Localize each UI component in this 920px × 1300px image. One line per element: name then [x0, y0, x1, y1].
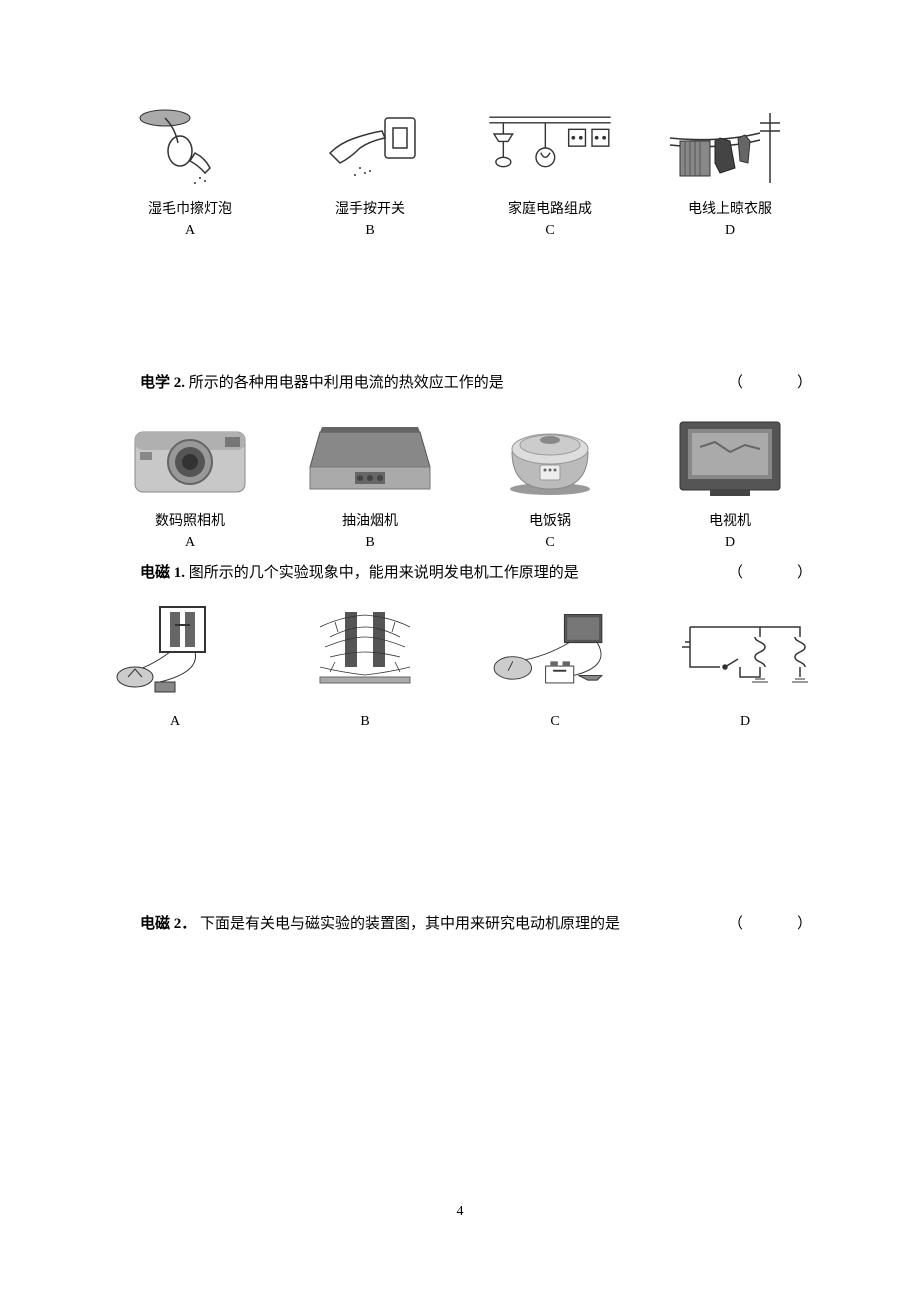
- question-label: 电学 2.: [140, 375, 185, 391]
- question-paren: （ ）: [728, 371, 820, 392]
- caption-text: 湿手按开关: [335, 202, 405, 217]
- caption-text: 电饭锅: [529, 514, 571, 529]
- electromag-caption-d: D: [740, 711, 750, 732]
- appliance-caption-b: 抽油烟机 B: [342, 511, 398, 553]
- wet-switch-image: [300, 100, 440, 195]
- question-label: 电磁 1.: [140, 565, 185, 581]
- camera-image: [120, 407, 260, 507]
- caption-letter: B: [365, 223, 374, 238]
- question-text: 下面是有关电与磁实验的装置图，其中用来研究电动机原理的是: [200, 916, 620, 932]
- caption-letter: D: [725, 223, 735, 238]
- caption-b: 湿手按开关 B: [335, 199, 405, 241]
- caption-letter: A: [185, 535, 195, 550]
- electromag-b: B: [270, 597, 460, 732]
- image-item-a: 湿毛巾擦灯泡 A: [100, 100, 280, 241]
- hood-image: [300, 407, 440, 507]
- page-number: 4: [457, 1204, 464, 1220]
- electromag-d: D: [650, 597, 840, 732]
- caption-text: 电线上晾衣服: [688, 202, 772, 217]
- appliance-caption-a: 数码照相机 A: [155, 511, 225, 553]
- question-paren: （ ）: [728, 561, 820, 582]
- lamp-wipe-image: [120, 100, 260, 195]
- image-item-d: 电线上晾衣服 D: [640, 100, 820, 241]
- question-label: 电磁 2．: [140, 916, 196, 932]
- ricecooker-image: [480, 407, 620, 507]
- caption-letter: C: [545, 535, 554, 550]
- caption-text: 湿毛巾擦灯泡: [148, 202, 232, 217]
- appliance-c: 电饭锅 C: [460, 407, 640, 553]
- caption-d: 电线上晾衣服 D: [688, 199, 772, 241]
- caption-text: 抽油烟机: [342, 514, 398, 529]
- caption-letter: C: [550, 714, 559, 729]
- question-text-wrap: 电学 2. 所示的各种用电器中利用电流的热效应工作的是: [140, 371, 504, 392]
- magnetic-field-b: [290, 597, 440, 707]
- caption-text: 家庭电路组成: [508, 202, 592, 217]
- caption-letter: D: [725, 535, 735, 550]
- caption-letter: B: [360, 714, 369, 729]
- electromag-image-row: A B: [0, 597, 920, 732]
- electromag-caption-a: A: [170, 711, 180, 732]
- caption-letter: A: [170, 714, 180, 729]
- question-dianci1: 电磁 1. 图所示的几个实验现象中，能用来说明发电机工作原理的是 （ ）: [0, 561, 920, 582]
- question-text: 所示的各种用电器中利用电流的热效应工作的是: [189, 375, 504, 391]
- caption-a: 湿毛巾擦灯泡 A: [148, 199, 232, 241]
- appliance-caption-c: 电饭锅 C: [529, 511, 571, 553]
- image-item-b: 湿手按开关 B: [280, 100, 460, 241]
- appliance-a: 数码照相机 A: [100, 407, 280, 553]
- circuit-diagram-d: [670, 597, 820, 707]
- appliance-image-row: 数码照相机 A 抽油烟机 B: [0, 407, 920, 553]
- electromag-c: C: [460, 597, 650, 732]
- motor-experiment-c: [480, 597, 630, 707]
- question-text-wrap: 电磁 1. 图所示的几个实验现象中，能用来说明发电机工作原理的是: [140, 561, 579, 582]
- tv-image: [660, 407, 800, 507]
- question-dianci2: 电磁 2． 下面是有关电与磁实验的装置图，其中用来研究电动机原理的是 （ ）: [0, 912, 920, 933]
- electromag-a: A: [80, 597, 270, 732]
- question-dianxue2: 电学 2. 所示的各种用电器中利用电流的热效应工作的是 （ ）: [0, 371, 920, 392]
- safety-image-row: 湿毛巾擦灯泡 A 湿手按开关 B: [0, 100, 920, 241]
- caption-text: 电视机: [709, 514, 751, 529]
- caption-letter: B: [365, 535, 374, 550]
- question-text: 图所示的几个实验现象中，能用来说明发电机工作原理的是: [189, 565, 579, 581]
- question-text-wrap: 电磁 2． 下面是有关电与磁实验的装置图，其中用来研究电动机原理的是: [140, 912, 620, 933]
- clothes-wire-image: [660, 100, 800, 195]
- appliance-caption-d: 电视机 D: [709, 511, 751, 553]
- generator-experiment-a: [100, 597, 250, 707]
- question-paren: （ ）: [728, 912, 820, 933]
- caption-letter: C: [545, 223, 554, 238]
- caption-c: 家庭电路组成 C: [508, 199, 592, 241]
- appliance-b: 抽油烟机 B: [280, 407, 460, 553]
- electromag-caption-c: C: [550, 711, 559, 732]
- image-item-c: 家庭电路组成 C: [460, 100, 640, 241]
- home-circuit-image: [480, 100, 620, 195]
- appliance-d: 电视机 D: [640, 407, 820, 553]
- caption-letter: A: [185, 223, 195, 238]
- caption-text: 数码照相机: [155, 514, 225, 529]
- caption-letter: D: [740, 714, 750, 729]
- electromag-caption-b: B: [360, 711, 369, 732]
